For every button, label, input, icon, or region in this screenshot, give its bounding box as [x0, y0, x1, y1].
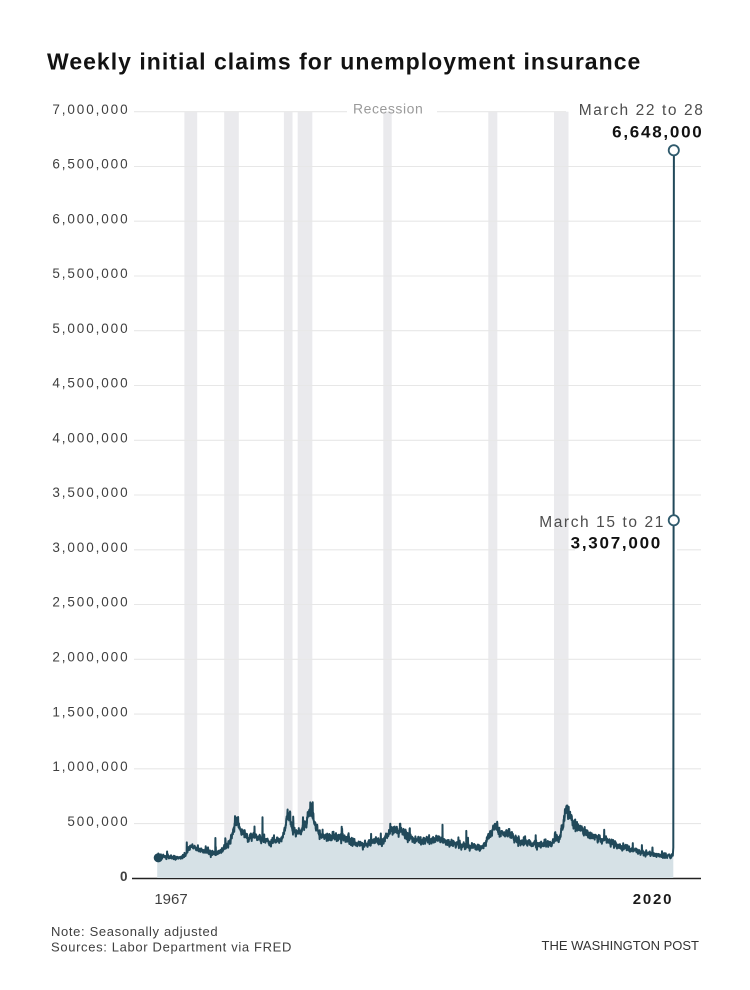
- svg-text:2020: 2020: [633, 891, 674, 908]
- svg-text:March 15 to 21: March 15 to 21: [539, 514, 665, 531]
- svg-text:2,000,000: 2,000,000: [52, 650, 129, 665]
- svg-text:3,000,000: 3,000,000: [52, 540, 129, 555]
- svg-text:Recession: Recession: [353, 101, 423, 117]
- svg-text:March 22 to 28: March 22 to 28: [579, 102, 705, 119]
- svg-text:1,000,000: 1,000,000: [52, 759, 129, 774]
- svg-text:Weekly initial claims for unem: Weekly initial claims for unemployment i…: [47, 49, 641, 75]
- svg-text:1,500,000: 1,500,000: [52, 704, 129, 719]
- svg-text:4,000,000: 4,000,000: [52, 431, 129, 446]
- svg-text:2,500,000: 2,500,000: [52, 595, 129, 610]
- svg-text:3,307,000: 3,307,000: [571, 533, 662, 552]
- svg-text:6,500,000: 6,500,000: [52, 157, 129, 172]
- svg-text:3,500,000: 3,500,000: [52, 485, 129, 500]
- svg-text:0: 0: [120, 869, 128, 884]
- svg-text:THE WASHINGTON POST: THE WASHINGTON POST: [542, 938, 700, 953]
- svg-text:7,000,000: 7,000,000: [52, 102, 129, 117]
- svg-text:500,000: 500,000: [67, 814, 129, 829]
- svg-text:1967: 1967: [154, 891, 187, 908]
- svg-text:5,500,000: 5,500,000: [52, 266, 129, 281]
- svg-text:6,000,000: 6,000,000: [52, 211, 129, 226]
- svg-text:5,000,000: 5,000,000: [52, 321, 129, 336]
- svg-text:4,500,000: 4,500,000: [52, 376, 129, 391]
- svg-text:6,648,000: 6,648,000: [612, 123, 703, 142]
- svg-text:Note: Seasonally adjusted: Note: Seasonally adjusted: [51, 924, 218, 939]
- svg-text:Sources: Labor Department via: Sources: Labor Department via FRED: [51, 939, 292, 954]
